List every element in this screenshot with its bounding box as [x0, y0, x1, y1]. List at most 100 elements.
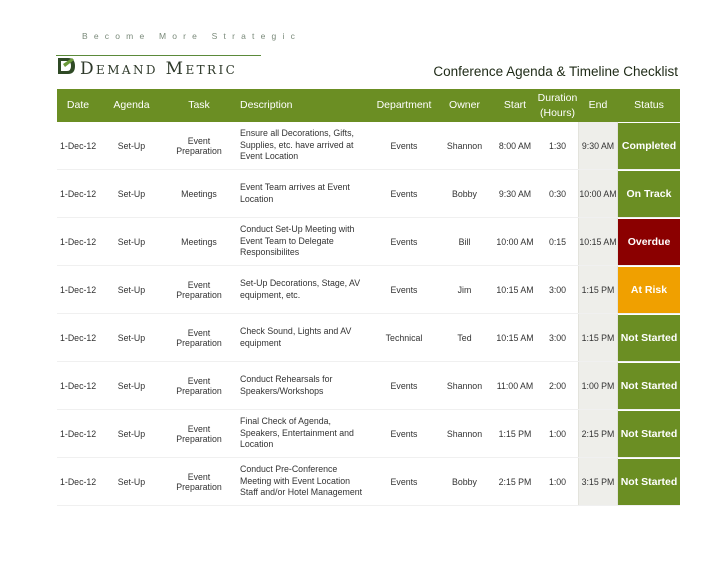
cell-department: Events	[390, 188, 418, 199]
cell-task: Event Preparation	[176, 279, 222, 300]
cell-owner: Jim	[457, 284, 472, 295]
checklist-table: Date Agenda Task Description Department …	[57, 89, 680, 506]
cell-end: 1:15 PM	[578, 266, 618, 313]
table-row: 1-Dec-12 Set-Up Event Preparation Conduct P…	[57, 458, 680, 506]
cell-description: Event Team arrives at Event Location	[240, 181, 350, 204]
cell-department: Events	[390, 380, 418, 391]
header-end: End	[588, 99, 608, 112]
header-date: Date	[66, 99, 90, 112]
cell-description: Conduct Set-Up Meeting with Event Team t…	[240, 223, 355, 258]
table-header: Date Agenda Task Description Department …	[57, 89, 680, 122]
cell-department: Events	[390, 284, 418, 295]
cell-description: Ensure all Decorations, Gifts, Supplies,…	[240, 127, 354, 162]
cell-owner: Bobby	[452, 476, 477, 487]
cell-task: Event Preparation	[176, 375, 222, 396]
cell-end: 2:15 PM	[578, 410, 618, 457]
table-row: 1-Dec-12 Set-Up Event Preparation Ensure al…	[57, 122, 680, 170]
cell-end: 10:00 AM	[578, 170, 618, 217]
header-task: Task	[188, 99, 210, 112]
logo-rule	[56, 55, 261, 56]
document-title: Conference Agenda & Timeline Checklist	[433, 64, 678, 79]
status-badge: Not Started	[618, 458, 680, 505]
cell-task: Event Preparation	[176, 471, 222, 492]
cell-date: 1-Dec-12	[60, 140, 97, 151]
cell-duration: 3:00	[548, 332, 567, 343]
cell-end: 3:15 PM	[578, 458, 618, 505]
status-badge: Overdue	[618, 218, 680, 265]
cell-start: 1:15 PM	[498, 428, 532, 439]
cell-duration: 1:00	[548, 476, 567, 487]
status-badge: Not Started	[618, 362, 680, 409]
table-row: 1-Dec-12 Set-Up Event Preparation Conduct R…	[57, 362, 680, 410]
cell-end: 1:15 PM	[578, 314, 618, 361]
status-badge: Not Started	[618, 314, 680, 361]
cell-duration: 1:00	[548, 428, 567, 439]
logo-brand: Demand Metric	[80, 59, 238, 79]
cell-agenda: Set-Up	[117, 284, 146, 295]
cell-duration: 0:30	[548, 188, 567, 199]
cell-task: Event Preparation	[176, 423, 222, 444]
cell-agenda: Set-Up	[117, 188, 146, 199]
header-owner: Owner	[449, 99, 480, 112]
cell-agenda: Set-Up	[117, 140, 146, 151]
cell-task: Meetings	[181, 236, 217, 247]
cell-description: Set-Up Decorations, Stage, AV equipment,…	[240, 277, 361, 300]
table-row: 1-Dec-12 Set-Up Meetings Event Team arrives…	[57, 170, 680, 218]
cell-agenda: Set-Up	[117, 476, 146, 487]
table-row: 1-Dec-12 Set-Up Meetings Conduct Set-Up Mee…	[57, 218, 680, 266]
status-badge: At Risk	[618, 266, 680, 313]
cell-task: Event Preparation	[176, 327, 222, 348]
cell-description: Conduct Pre-Conference Meeting with Even…	[240, 463, 363, 498]
cell-date: 1-Dec-12	[60, 332, 97, 343]
cell-task: Meetings	[181, 188, 217, 199]
cell-agenda: Set-Up	[117, 236, 146, 247]
header-start: Start	[503, 99, 527, 112]
cell-date: 1-Dec-12	[60, 188, 97, 199]
header-agenda: Agenda	[113, 99, 150, 112]
cell-department: Events	[390, 476, 418, 487]
cell-task: Event Preparation	[176, 135, 222, 156]
logo-mark-icon	[58, 58, 75, 74]
cell-start: 10:15 AM	[496, 284, 534, 295]
table-body: 1-Dec-12 Set-Up Event Preparation Ensure al…	[57, 122, 680, 506]
cell-start: 10:00 AM	[496, 236, 534, 247]
cell-start: 11:00 AM	[496, 380, 534, 391]
cell-date: 1-Dec-12	[60, 380, 97, 391]
header-status: Status	[634, 99, 664, 112]
cell-end: 10:15 AM	[578, 218, 618, 265]
cell-owner: Bobby	[452, 188, 477, 199]
cell-start: 9:30 AM	[498, 188, 532, 199]
cell-end: 1:00 PM	[578, 362, 618, 409]
header-department: Department	[376, 99, 432, 112]
cell-agenda: Set-Up	[117, 428, 146, 439]
cell-date: 1-Dec-12	[60, 236, 97, 247]
cell-date: 1-Dec-12	[60, 428, 97, 439]
cell-duration: 2:00	[548, 380, 567, 391]
table-row: 1-Dec-12 Set-Up Event Preparation Final Che…	[57, 410, 680, 458]
cell-agenda: Set-Up	[117, 380, 146, 391]
cell-start: 10:15 AM	[496, 332, 534, 343]
cell-owner: Ted	[457, 332, 472, 343]
table-row: 1-Dec-12 Set-Up Event Preparation Set-Up De…	[57, 266, 680, 314]
header-duration: Duration (Hours)	[537, 92, 578, 119]
cell-owner: Shannon	[446, 428, 483, 439]
cell-department: Technical	[385, 332, 423, 343]
cell-owner: Shannon	[446, 380, 483, 391]
cell-date: 1-Dec-12	[60, 476, 97, 487]
cell-start: 2:15 PM	[498, 476, 532, 487]
demand-metric-logo: Become More Strategic Demand Metric	[56, 26, 296, 82]
status-badge: Completed	[618, 122, 680, 169]
cell-department: Events	[390, 140, 418, 151]
status-badge: Not Started	[618, 410, 680, 457]
cell-duration: 3:00	[548, 284, 567, 295]
cell-description: Conduct Rehearsals for Speakers/Workshop…	[240, 373, 333, 396]
header-description: Description	[240, 99, 293, 112]
table-row: 1-Dec-12 Set-Up Event Preparation Check Sou…	[57, 314, 680, 362]
cell-agenda: Set-Up	[117, 332, 146, 343]
status-badge: On Track	[618, 170, 680, 217]
cell-owner: Shannon	[446, 140, 483, 151]
cell-department: Events	[390, 236, 418, 247]
cell-description: Final Check of Agenda, Speakers, Enterta…	[240, 415, 354, 450]
cell-department: Events	[390, 428, 418, 439]
cell-duration: 0:15	[548, 236, 567, 247]
